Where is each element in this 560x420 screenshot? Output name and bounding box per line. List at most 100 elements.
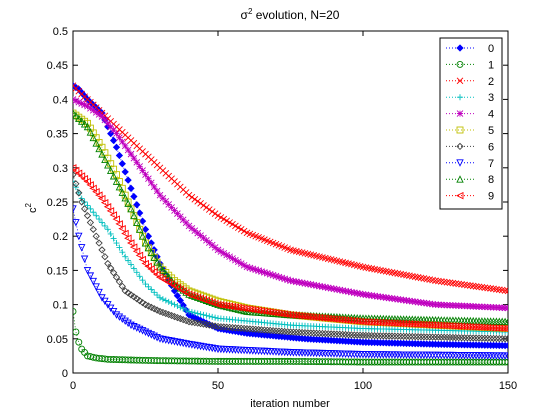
data-point [197, 200, 204, 207]
data-point [103, 203, 112, 211]
data-point [86, 128, 95, 136]
data-point [492, 334, 501, 343]
data-point [481, 284, 489, 291]
legend-item-4: 4 [446, 109, 494, 121]
data-point [95, 239, 103, 247]
data-point [504, 342, 508, 350]
data-point [157, 294, 163, 301]
data-point [86, 272, 95, 280]
data-point [75, 338, 83, 346]
data-point [493, 285, 500, 293]
data-point [93, 212, 100, 219]
data-point [89, 225, 97, 233]
data-point [136, 273, 143, 280]
data-point [142, 171, 149, 178]
y-axis-label-base: c [27, 207, 39, 213]
data-point [118, 188, 127, 196]
data-point [321, 283, 329, 291]
legend-box [439, 37, 503, 210]
data-point [84, 102, 91, 110]
x-tick-label: 100 [354, 380, 372, 392]
data-point [330, 285, 338, 293]
data-point [321, 329, 329, 338]
data-point [188, 193, 196, 201]
chart-title: σ2 evolution, N=20 [241, 7, 340, 22]
data-point [440, 333, 448, 341]
data-point [420, 333, 428, 341]
data-point [504, 335, 508, 343]
y-tick-label: 0.15 [47, 265, 68, 277]
data-point [148, 286, 155, 293]
data-point [231, 324, 240, 332]
data-point [78, 198, 86, 206]
data-point [133, 324, 141, 332]
data-point [106, 166, 115, 174]
data-point [150, 253, 158, 261]
data-point [101, 253, 109, 261]
data-point [95, 144, 103, 153]
legend-item-1: 1 [446, 59, 494, 71]
data-point [449, 333, 457, 342]
data-point [78, 100, 86, 107]
data-point [124, 234, 132, 242]
legend-label: 8 [488, 174, 494, 186]
data-point [127, 204, 135, 213]
data-point [74, 169, 83, 178]
data-point [397, 332, 405, 340]
data-point [249, 265, 257, 273]
data-point [324, 330, 332, 338]
data-point [77, 117, 86, 125]
data-point [286, 328, 295, 336]
data-point [254, 325, 263, 334]
data-point [452, 280, 460, 287]
data-point [490, 285, 497, 293]
data-point [260, 307, 268, 315]
data-point [237, 260, 245, 267]
data-point [315, 329, 324, 337]
data-point [176, 296, 184, 305]
data-point [245, 305, 254, 313]
data-point [101, 222, 108, 229]
data-point [301, 280, 309, 287]
data-point [243, 325, 251, 333]
data-point [226, 253, 233, 261]
data-point [75, 114, 83, 123]
data-point [87, 205, 94, 212]
data-point [188, 309, 195, 316]
data-point [212, 314, 219, 321]
data-point [81, 101, 88, 109]
data-point [133, 218, 141, 226]
data-point [136, 209, 144, 217]
data-point [266, 326, 274, 335]
legend-marker [456, 142, 464, 151]
data-point [130, 211, 138, 220]
data-point [132, 247, 141, 255]
data-point [138, 299, 147, 307]
data-point [440, 278, 448, 286]
data-point [73, 97, 80, 105]
data-point [147, 179, 155, 187]
data-point [144, 262, 152, 271]
data-point [498, 335, 506, 343]
data-point [437, 333, 445, 341]
data-point [295, 328, 303, 337]
data-point [115, 182, 124, 191]
data-point [266, 308, 274, 316]
data-point [359, 331, 367, 340]
data-point [251, 306, 260, 314]
data-point [89, 133, 98, 142]
data-point [141, 225, 150, 233]
data-point [452, 333, 460, 342]
series-7 [73, 205, 508, 360]
data-point [125, 257, 132, 264]
data-point [151, 289, 158, 296]
data-point [153, 258, 161, 266]
data-point [141, 259, 149, 268]
data-point [124, 198, 132, 206]
chart-title-rest: evolution, N=20 [252, 8, 339, 22]
legend-label: 7 [488, 158, 494, 170]
data-point [217, 248, 225, 255]
data-point [80, 120, 89, 128]
data-point [449, 279, 457, 287]
data-point [142, 281, 149, 288]
